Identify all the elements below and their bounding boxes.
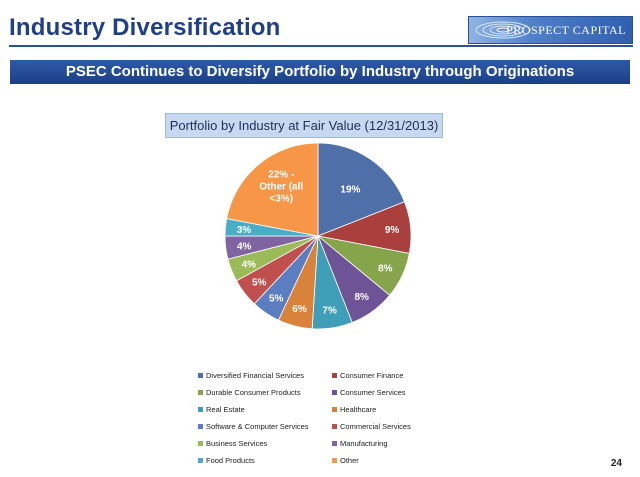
- pie-data-label: 19%: [340, 184, 360, 195]
- logo-text: PROSPECT CAPITAL: [506, 23, 626, 37]
- pie-data-label: 22% -Other (all <3%): [259, 170, 303, 205]
- legend-item: Manufacturing: [332, 438, 458, 449]
- pie-data-label: 5%: [252, 278, 267, 289]
- pie-data-label: 4%: [242, 259, 257, 270]
- pie-data-label: 7%: [322, 305, 337, 316]
- legend-item: Food Products: [198, 455, 332, 466]
- legend-swatch: [332, 407, 337, 412]
- legend-swatch: [198, 458, 203, 463]
- legend-label: Healthcare: [340, 405, 377, 414]
- legend-item: Diversified Financial Services: [198, 370, 332, 381]
- legend-label: Software & Computer Services: [206, 422, 309, 431]
- legend-label: Commercial Services: [340, 422, 411, 431]
- chart-legend: Diversified Financial Services Consumer F…: [198, 370, 458, 466]
- pie-data-label: 3%: [237, 225, 252, 236]
- legend-item: Durable Consumer Products: [198, 387, 332, 398]
- legend-label: Food Products: [206, 456, 255, 465]
- legend-swatch: [198, 441, 203, 446]
- legend-swatch: [198, 407, 203, 412]
- pie-data-label: 9%: [385, 225, 400, 236]
- legend-swatch: [332, 390, 337, 395]
- legend-item: Consumer Services: [332, 387, 458, 398]
- legend-item: Software & Computer Services: [198, 421, 332, 432]
- legend-swatch: [332, 441, 337, 446]
- section-banner: PSEC Continues to Diversify Portfolio by…: [10, 60, 630, 84]
- legend-item: Real Estate: [198, 404, 332, 415]
- legend-item: Commercial Services: [332, 421, 458, 432]
- legend-label: Consumer Finance: [340, 371, 404, 380]
- legend-item: Business Services: [198, 438, 332, 449]
- legend-item: Consumer Finance: [332, 370, 458, 381]
- pie-slice-12: [226, 142, 319, 237]
- legend-item: Other: [332, 455, 458, 466]
- legend-label: Business Services: [206, 439, 268, 448]
- legend-label: Other: [340, 456, 359, 465]
- company-logo: PROSPECT CAPITAL: [468, 16, 633, 44]
- legend-swatch: [198, 424, 203, 429]
- legend-label: Consumer Services: [340, 388, 406, 397]
- legend-swatch: [198, 373, 203, 378]
- logo-swirl-icon: [475, 21, 531, 39]
- pie-data-label: 6%: [292, 304, 307, 315]
- pie-data-label: 4%: [237, 241, 252, 252]
- legend-label: Diversified Financial Services: [206, 371, 304, 380]
- legend-swatch: [332, 424, 337, 429]
- title-divider: [9, 45, 633, 47]
- slide-title: Industry Diversification: [9, 14, 281, 41]
- pie-data-label: 8%: [355, 292, 370, 303]
- legend-swatch: [198, 390, 203, 395]
- legend-label: Manufacturing: [340, 439, 388, 448]
- pie-slice-1: [317, 142, 405, 237]
- legend-label: Durable Consumer Products: [206, 388, 301, 397]
- page-number: 24: [610, 458, 622, 469]
- legend-item: Healthcare: [332, 404, 458, 415]
- pie-data-label: 8%: [378, 264, 393, 275]
- legend-swatch: [332, 458, 337, 463]
- pie-data-label: 5%: [269, 294, 284, 305]
- legend-label: Real Estate: [206, 405, 245, 414]
- chart-title: Portfolio by Industry at Fair Value (12/…: [165, 113, 443, 138]
- legend-swatch: [332, 373, 337, 378]
